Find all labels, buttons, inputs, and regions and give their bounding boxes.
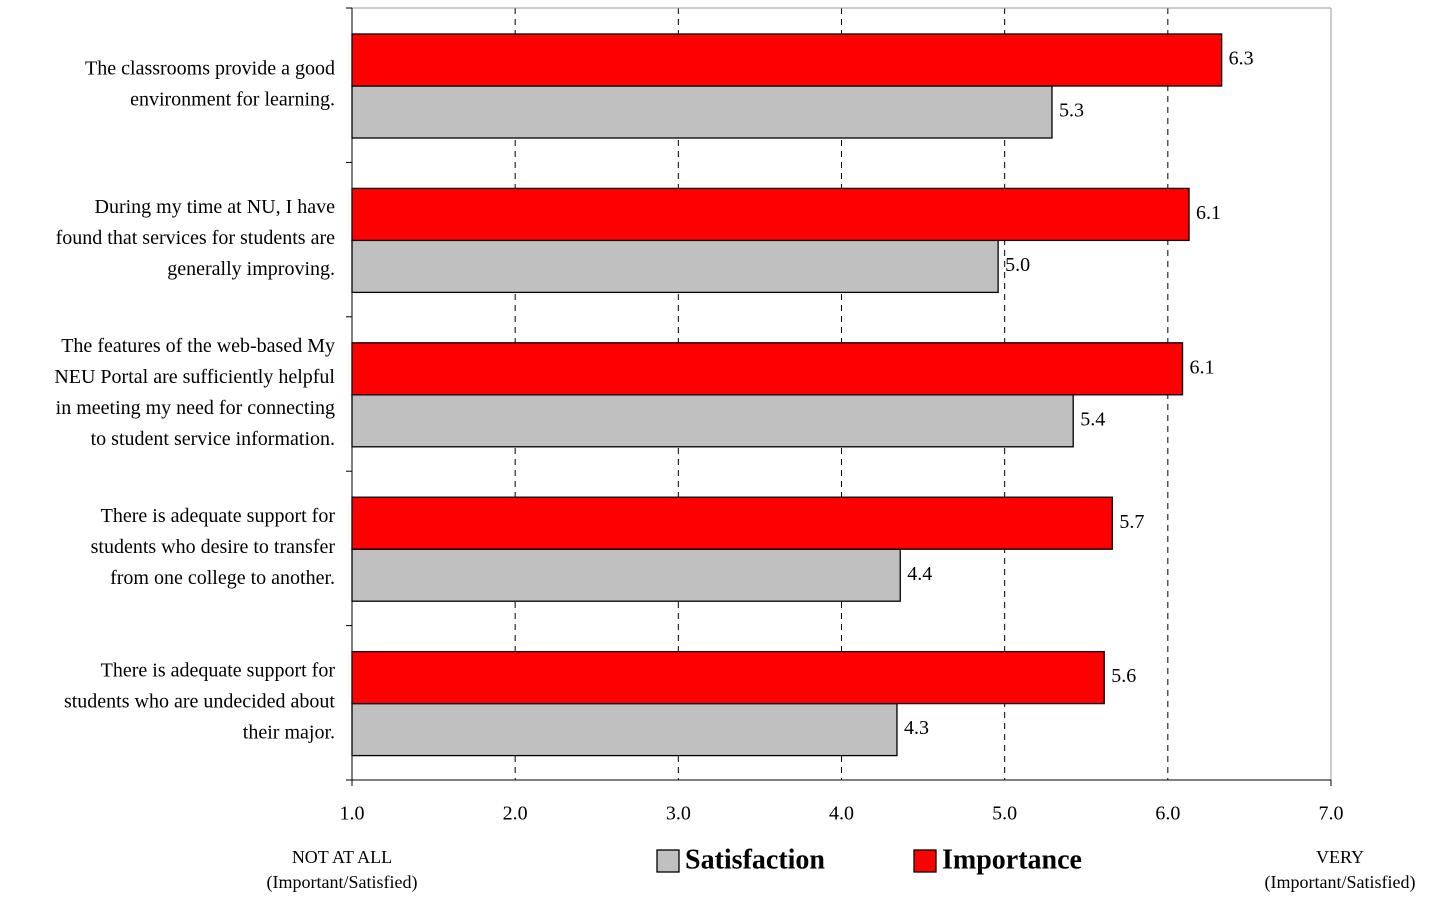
x-tick-label: 1.0 — [340, 803, 365, 825]
x-tick-label: 3.0 — [666, 803, 691, 825]
value-label: 6.3 — [1229, 48, 1254, 70]
bar — [351, 33, 1223, 87]
annotation: (Important/Satisfied) — [267, 872, 418, 893]
bar — [351, 650, 1105, 705]
value-label: 6.1 — [1190, 356, 1215, 378]
x-tick-label: 5.0 — [992, 803, 1017, 825]
x-tick-label: 4.0 — [829, 803, 854, 825]
category-label: found that services for students are — [56, 227, 335, 249]
bar — [351, 496, 1114, 550]
value-label: 4.4 — [907, 563, 932, 585]
bar — [351, 187, 1190, 242]
legend-swatch — [913, 849, 937, 873]
value-label: 6.1 — [1196, 202, 1221, 224]
bar — [351, 85, 1053, 139]
category-label: in meeting my need for connecting — [56, 397, 335, 419]
bar — [351, 239, 999, 294]
category-label: During my time at NU, I have — [95, 196, 336, 218]
x-tick-label: 7.0 — [1319, 803, 1344, 825]
value-label: 5.6 — [1111, 665, 1136, 687]
category-label: their major. — [243, 721, 335, 743]
value-label: 4.3 — [904, 717, 929, 739]
bar — [351, 702, 898, 757]
category-label: environment for learning. — [130, 88, 335, 110]
category-label: from one college to another. — [110, 567, 335, 589]
category-label: The classrooms provide a good — [85, 57, 335, 79]
category-label: There is adequate support for — [101, 505, 336, 527]
category-label: students who desire to transfer — [91, 536, 336, 558]
value-label: 5.4 — [1080, 408, 1105, 430]
category-label: The features of the web-based My — [61, 335, 335, 357]
annotation: NOT AT ALL — [292, 847, 392, 867]
bar — [351, 548, 901, 602]
category-label: There is adequate support for — [101, 659, 336, 681]
legend-label: Satisfaction — [685, 844, 825, 875]
annotation: VERY — [1316, 847, 1364, 867]
value-label: 5.7 — [1119, 511, 1144, 533]
category-label: generally improving. — [167, 258, 335, 280]
value-label: 5.0 — [1005, 254, 1030, 276]
x-tick-label: 6.0 — [1155, 803, 1180, 825]
annotation: (Important/Satisfied) — [1265, 872, 1416, 893]
category-label: NEU Portal are sufficiently helpful — [54, 366, 335, 388]
category-label: students who are undecided about — [64, 690, 335, 712]
x-tick-label: 2.0 — [503, 803, 528, 825]
value-label: 5.3 — [1059, 100, 1084, 122]
legend-label: Importance — [942, 844, 1082, 875]
bar — [351, 342, 1184, 396]
category-label: to student service information. — [91, 428, 335, 450]
bar — [351, 394, 1074, 448]
legend-swatch — [656, 849, 680, 873]
